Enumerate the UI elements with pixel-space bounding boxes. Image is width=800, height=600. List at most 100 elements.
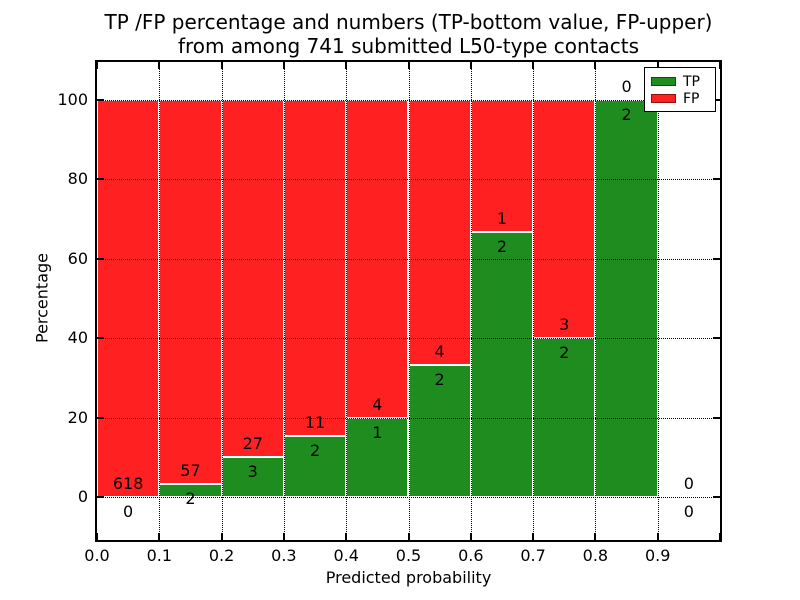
fp-count-label: 27 xyxy=(242,434,263,454)
x-tick-mark xyxy=(532,533,535,540)
fp-bar-segment xyxy=(283,100,347,436)
fp-count-label: 4 xyxy=(372,394,383,414)
x-tick-label: 0.4 xyxy=(333,546,359,565)
x-tick-label: 0.7 xyxy=(520,546,546,565)
fp-bar-segment xyxy=(408,100,471,365)
x-tick-mark xyxy=(220,533,223,540)
x-tick-mark xyxy=(158,533,161,540)
tp-count-label: 2 xyxy=(559,343,570,363)
tp-bar-segment xyxy=(470,232,534,497)
tp-bar-segment xyxy=(346,417,409,497)
y-tick-mark xyxy=(713,416,720,419)
y-tick-mark xyxy=(713,496,720,498)
tp-bar-segment xyxy=(595,100,658,497)
fp-count-label: 0 xyxy=(683,474,694,493)
legend-label: TP xyxy=(683,73,700,90)
x-axis-label: Predicted probability xyxy=(325,568,492,587)
x-tick-label: 0.9 xyxy=(644,546,671,565)
tp-count-label: 2 xyxy=(621,105,632,124)
y-tick-mark xyxy=(97,257,104,260)
x-tick-mark xyxy=(345,533,348,540)
x-tick-label: 0.8 xyxy=(582,546,609,565)
x-tick-mark xyxy=(220,62,223,69)
fp-bar-segment xyxy=(533,100,596,339)
x-tick-mark xyxy=(96,533,98,540)
y-tick-mark xyxy=(713,178,720,181)
tp-bar-segment xyxy=(283,435,347,497)
y-tick-mark xyxy=(97,416,104,419)
y-tick-label: 0 xyxy=(77,487,88,506)
x-tick-mark xyxy=(407,62,410,69)
tp-count-label: 1 xyxy=(372,422,383,442)
vertical-gridline xyxy=(595,62,597,540)
legend-entry-tp: TP xyxy=(651,73,709,90)
x-tick-mark xyxy=(594,62,597,69)
y-tick-mark xyxy=(713,337,720,340)
x-tick-mark xyxy=(594,533,597,540)
x-tick-mark xyxy=(656,533,659,540)
tp-bar-segment xyxy=(533,338,596,497)
tp-legend-swatch xyxy=(651,77,676,86)
vertical-gridline xyxy=(408,62,410,540)
vertical-gridline xyxy=(533,62,535,540)
vertical-gridline xyxy=(470,62,472,540)
x-tick-mark xyxy=(719,62,721,69)
vertical-gridline xyxy=(346,62,348,540)
legend-label: FP xyxy=(683,90,700,107)
x-tick-label: 0.5 xyxy=(395,546,422,565)
x-tick-label: 0.3 xyxy=(271,546,297,565)
fp-count-label: 4 xyxy=(434,341,445,361)
fp-bar-segment xyxy=(159,100,222,484)
fp-count-label: 57 xyxy=(180,460,201,480)
x-tick-mark xyxy=(282,62,285,69)
x-tick-mark xyxy=(158,62,161,69)
x-tick-mark xyxy=(469,62,472,69)
y-tick-mark xyxy=(97,337,104,340)
vertical-gridline xyxy=(221,62,223,540)
x-tick-label: 0.2 xyxy=(208,546,235,565)
vertical-gridline xyxy=(283,62,285,540)
fp-legend-swatch xyxy=(651,94,676,103)
y-tick-mark xyxy=(713,99,720,101)
x-tick-label: 0.6 xyxy=(458,546,484,565)
y-tick-label: 40 xyxy=(67,328,88,348)
y-tick-mark xyxy=(97,496,104,498)
x-tick-mark xyxy=(96,62,98,69)
x-tick-mark xyxy=(469,533,472,540)
x-tick-label: 0.1 xyxy=(146,546,173,565)
tp-count-label: 2 xyxy=(309,440,321,460)
tp-count-label: 2 xyxy=(496,237,508,257)
x-tick-mark xyxy=(719,533,721,540)
tp-count-label: 0 xyxy=(683,502,694,521)
fp-count-label: 3 xyxy=(559,315,570,335)
fp-count-label: 0 xyxy=(621,77,632,96)
x-tick-mark xyxy=(532,62,535,69)
chart-title-line-1: TP /FP percentage and numbers (TP-bottom… xyxy=(104,10,713,34)
y-tick-mark xyxy=(97,178,104,181)
legend: TP FP xyxy=(644,67,716,112)
y-tick-mark xyxy=(713,257,720,260)
tp-count-label: 3 xyxy=(247,462,258,482)
vertical-gridline xyxy=(159,62,161,540)
y-tick-mark xyxy=(97,99,104,101)
x-tick-mark xyxy=(656,62,659,69)
x-tick-mark xyxy=(345,62,348,69)
fp-bar-segment xyxy=(221,100,284,458)
vertical-gridline xyxy=(657,62,659,540)
fp-count-label: 618 xyxy=(112,474,144,493)
x-tick-mark xyxy=(407,533,410,540)
x-tick-mark xyxy=(282,533,285,540)
legend-entry-fp: FP xyxy=(651,90,709,107)
tp-count-label: 0 xyxy=(123,502,134,521)
y-tick-label: 60 xyxy=(67,248,88,268)
y-tick-label: 80 xyxy=(67,169,88,189)
x-tick-label: 0.0 xyxy=(84,546,110,565)
tp-count-label: 2 xyxy=(434,369,445,389)
plot-area: 618 0 57 2 27 3 11 2 4 1 4 2 1 2 3 2 0 2 0 0 xyxy=(95,60,722,542)
y-tick-label: 100 xyxy=(57,90,88,109)
chart-title-line-2: from among 741 submitted L50-type contac… xyxy=(177,34,640,58)
fp-count-label: 11 xyxy=(304,412,326,432)
fp-count-label: 1 xyxy=(496,209,508,229)
y-tick-label: 20 xyxy=(67,407,88,427)
